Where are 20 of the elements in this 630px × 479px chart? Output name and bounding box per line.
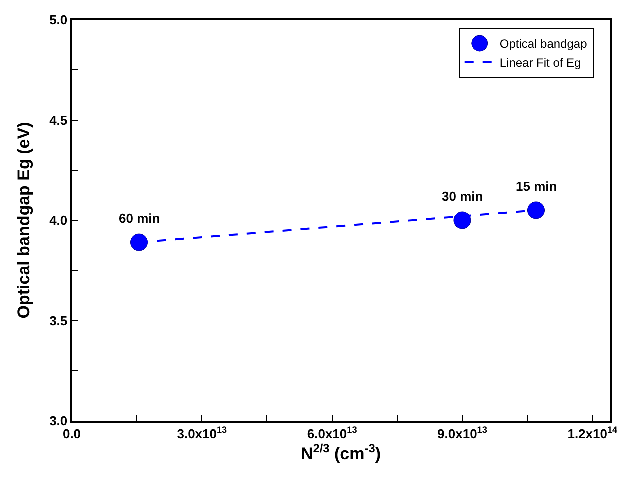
annotation: 30 min: [442, 189, 484, 204]
point: [528, 202, 545, 220]
y-tick-label: 4.5: [50, 112, 68, 128]
y-tick-label: 4.0: [50, 213, 68, 228]
y-axis-title: Optical bandgap Eg (eV): [14, 122, 34, 319]
x-tick-label: 0.0: [62, 426, 82, 442]
x-axis-title: N$^{2/3}$ (cm$^{-3}$): [300, 441, 382, 464]
y-tick-label: 5.0: [50, 12, 68, 28]
annotation: 60 min: [119, 211, 160, 226]
x-tick-label: 3.0x10$^{13}$: [177, 424, 228, 442]
x-tick-label: 6.0x10$^{13}$: [307, 424, 358, 442]
x-tick-label: 9.0x10$^{13}$: [438, 424, 488, 442]
annotation: 15 min: [516, 179, 558, 194]
legend-label: Optical bandgap: [500, 37, 588, 52]
x-tick-label: 1.2x10$^{14}$: [568, 424, 619, 442]
y-tick-label: 3.0: [50, 414, 68, 429]
point: [454, 212, 472, 230]
y-tick-label: 3.5: [50, 313, 68, 328]
point: [130, 234, 148, 252]
legend-label: Linear Fit of Eg: [500, 56, 582, 70]
